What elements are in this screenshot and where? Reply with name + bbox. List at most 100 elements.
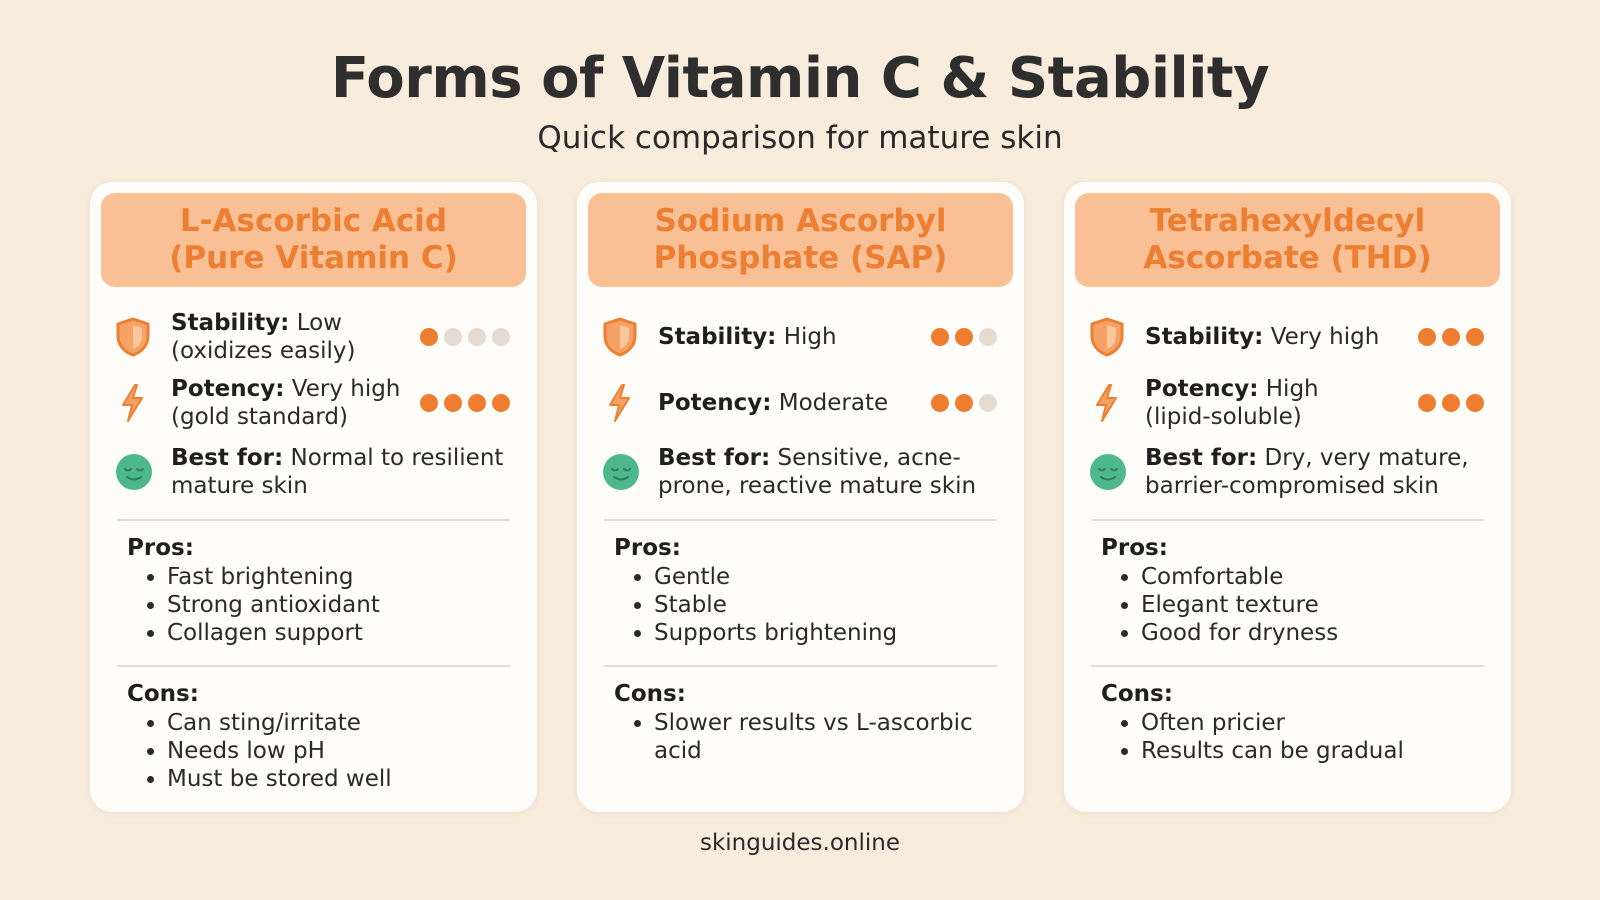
potency-value: Moderate [778, 390, 889, 416]
best-for-row: Best for: Normal to resilient mature ski… [115, 437, 510, 507]
metrics: Stability: Very high Potency: High (lipi… [1075, 287, 1500, 507]
rating-dot-filled [444, 394, 462, 412]
rating-dot-filled [420, 328, 438, 346]
card-header: Tetrahexyldecyl Ascorbate (THD) [1075, 193, 1500, 287]
stability-detail: (oxidizes easily) [171, 338, 356, 364]
rating-dot-filled [1466, 328, 1484, 346]
potency-label: Potency: [658, 390, 772, 416]
rating-dot-filled [1442, 394, 1460, 412]
cons-title: Cons: [127, 681, 199, 707]
rating-dot-filled [1466, 394, 1484, 412]
cons-title: Cons: [614, 681, 686, 707]
best-for-detail: mature skin [171, 473, 308, 499]
pro-item: Collagen support [167, 619, 510, 647]
pros-title: Pros: [127, 535, 194, 561]
rating-dot-filled [931, 328, 949, 346]
pro-item: Comfortable [1141, 563, 1484, 591]
divider [1091, 665, 1484, 667]
pros-title: Pros: [1101, 535, 1168, 561]
con-item: Can sting/irritate [167, 709, 510, 737]
best-for-value: Sensitive, acne- [777, 445, 961, 471]
metrics: Stability: Low (oxidizes easily) Potency… [101, 287, 526, 507]
potency-text: Potency: Very high (gold standard) [167, 375, 420, 431]
potency-value: Very high [291, 376, 401, 402]
stability-value: Very high [1270, 324, 1380, 350]
card-header-line-2: Ascorbate (THD) [1143, 240, 1432, 276]
pro-item: Gentle [654, 563, 997, 591]
divider [1091, 519, 1484, 521]
metrics: Stability: High Potency: Moderate [588, 287, 1013, 507]
best-for-label: Best for: [171, 445, 284, 471]
rating-dot-filled [1418, 328, 1436, 346]
rating-dot-empty [979, 328, 997, 346]
best-for-detail: prone, reactive mature skin [658, 473, 977, 499]
rating-dot-filled [955, 328, 973, 346]
pros-section: Pros: ComfortableElegant textureGood for… [1075, 521, 1500, 653]
rating-dot-filled [420, 394, 438, 412]
rating-dot-empty [444, 328, 462, 346]
potency-text: Potency: High (lipid-soluble) [1141, 375, 1418, 431]
cons-section: Cons: Often pricierResults can be gradua… [1075, 667, 1500, 765]
cons-list: Can sting/irritateNeeds low pHMust be st… [127, 709, 510, 793]
best-for-text: Best for: Normal to resilient mature ski… [167, 444, 510, 500]
potency-detail: (gold standard) [171, 404, 348, 430]
card-header: Sodium Ascorbyl Phosphate (SAP) [588, 193, 1013, 287]
footer-site: skinguides.online [699, 830, 901, 856]
divider [604, 665, 997, 667]
best-for-label: Best for: [658, 445, 771, 471]
card-header-line-2: (Pure Vitamin C) [169, 240, 458, 276]
best-for-value: Dry, very mature, [1264, 445, 1469, 471]
pro-item: Strong antioxidant [167, 591, 510, 619]
potency-row: Potency: Very high (gold standard) [115, 371, 510, 435]
stability-dots [1418, 328, 1484, 346]
pros-section: Pros: Fast brighteningStrong antioxidant… [101, 521, 526, 653]
cons-section: Cons: Can sting/irritateNeeds low pHMust… [101, 667, 526, 793]
smile-face-icon [115, 453, 167, 491]
rating-dot-filled [1418, 394, 1436, 412]
con-item: Must be stored well [167, 765, 510, 793]
comparison-cards: L-Ascorbic Acid (Pure Vitamin C) Stabili… [90, 182, 1511, 812]
stability-label: Stability: [171, 310, 290, 336]
cons-list: Often pricierResults can be gradual [1101, 709, 1484, 765]
stability-row: Stability: Very high [1089, 305, 1484, 369]
divider [117, 519, 510, 521]
stability-value: Low [296, 310, 342, 336]
best-for-detail: barrier-compromised skin [1145, 473, 1439, 499]
potency-text: Potency: Moderate [654, 389, 931, 417]
card-header: L-Ascorbic Acid (Pure Vitamin C) [101, 193, 526, 287]
card-sodium-ascorbyl-phosphate: Sodium Ascorbyl Phosphate (SAP) Stabilit… [577, 182, 1024, 812]
potency-dots [420, 394, 510, 412]
potency-dots [1418, 394, 1484, 412]
potency-row: Potency: Moderate [602, 371, 997, 435]
potency-row: Potency: High (lipid-soluble) [1089, 371, 1484, 435]
stability-label: Stability: [1145, 324, 1264, 350]
potency-dots [931, 394, 997, 412]
stability-text: Stability: Low (oxidizes easily) [167, 309, 420, 365]
divider [604, 519, 997, 521]
pros-list: Fast brighteningStrong antioxidantCollag… [127, 563, 510, 647]
best-for-label: Best for: [1145, 445, 1258, 471]
cons-title: Cons: [1101, 681, 1173, 707]
page-title: Forms of Vitamin C & Stability [330, 46, 1270, 111]
rating-dot-empty [492, 328, 510, 346]
lightning-icon [1089, 383, 1141, 423]
stability-dots [931, 328, 997, 346]
pro-item: Supports brightening [654, 619, 997, 647]
stability-label: Stability: [658, 324, 777, 350]
smile-face-icon [1089, 453, 1141, 491]
con-item: Needs low pH [167, 737, 510, 765]
shield-icon [1089, 317, 1141, 357]
rating-dot-empty [468, 328, 486, 346]
cons-section: Cons: Slower results vs L-ascorbic acid [588, 667, 1013, 765]
con-item: Results can be gradual [1141, 737, 1484, 765]
rating-dot-filled [955, 394, 973, 412]
rating-dot-empty [979, 394, 997, 412]
pros-section: Pros: GentleStableSupports brightening [588, 521, 1013, 653]
best-for-row: Best for: Dry, very mature, barrier-comp… [1089, 437, 1484, 507]
divider [117, 665, 510, 667]
con-item: Slower results vs L-ascorbic acid [654, 709, 997, 765]
pro-item: Elegant texture [1141, 591, 1484, 619]
shield-icon [602, 317, 654, 357]
stability-text: Stability: High [654, 323, 931, 351]
smile-face-icon [602, 453, 654, 491]
